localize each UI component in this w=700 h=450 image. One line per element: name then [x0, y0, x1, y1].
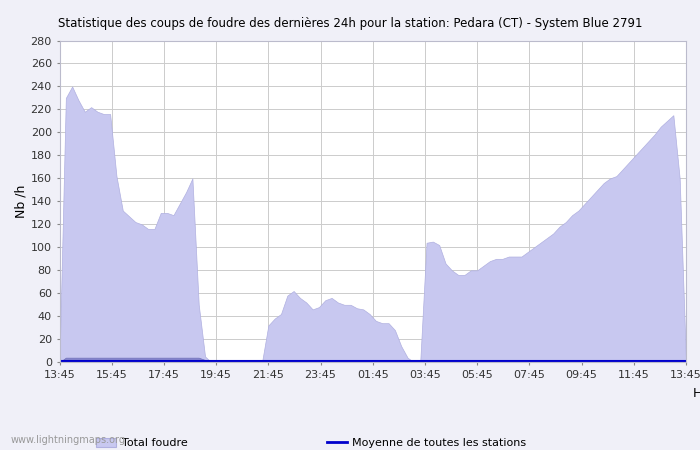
Text: Heure: Heure: [693, 387, 700, 400]
Text: Statistique des coups de foudre des dernières 24h pour la station: Pedara (CT) -: Statistique des coups de foudre des dern…: [57, 17, 643, 30]
Text: www.lightningmaps.org: www.lightningmaps.org: [10, 435, 125, 445]
Y-axis label: Nb /h: Nb /h: [15, 184, 28, 218]
